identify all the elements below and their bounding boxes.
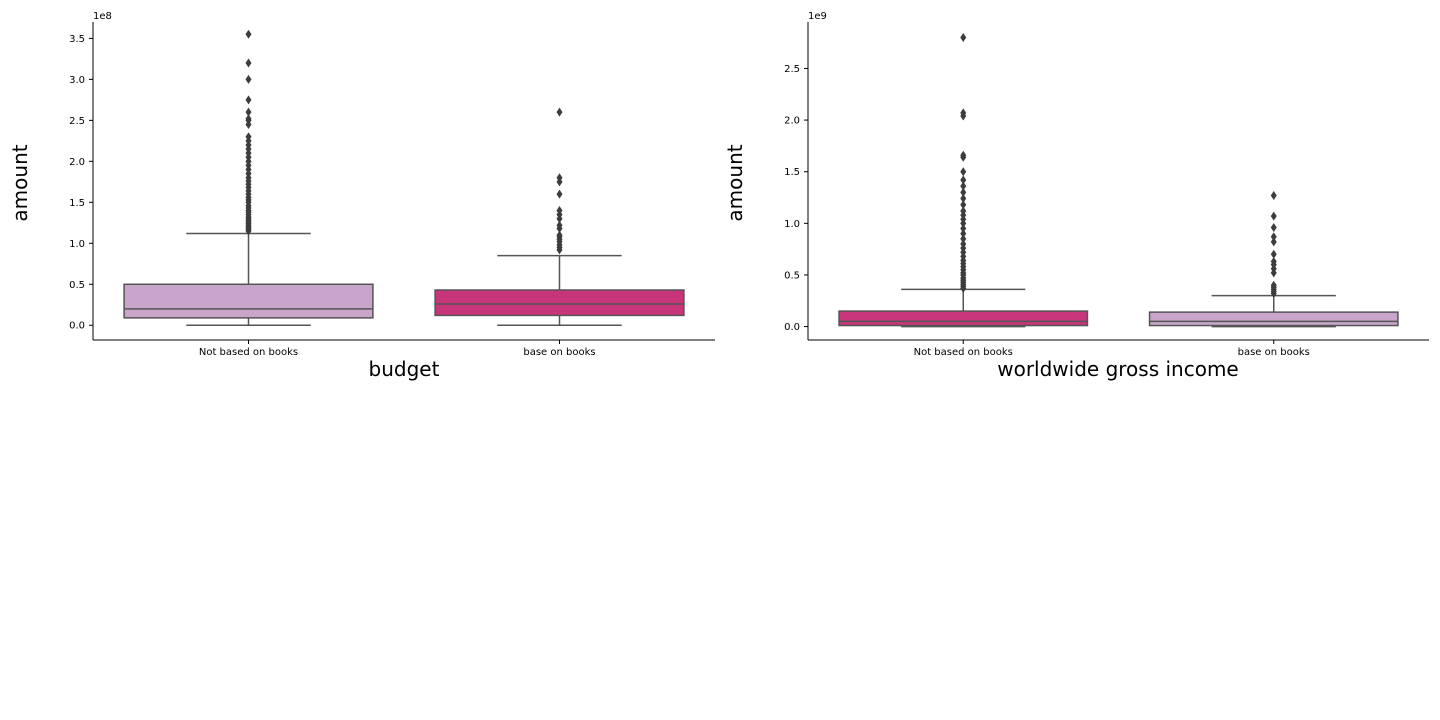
outlier-point (960, 239, 967, 249)
outlier-point (960, 108, 967, 118)
outlier-point (1270, 280, 1277, 290)
outlier-point (1270, 237, 1277, 247)
box-group (434, 107, 685, 326)
box (1148, 311, 1399, 327)
outlier-point (245, 74, 252, 84)
box-group (838, 32, 1089, 328)
outlier-point (245, 58, 252, 68)
y-tick-label: 1.0 (69, 239, 85, 250)
x-tick-label: base on books (1238, 347, 1310, 358)
y-axis-label: amount (723, 144, 747, 221)
y-tick-label: 3.5 (69, 34, 85, 45)
outlier-point (1270, 257, 1277, 267)
budget-boxplot-panel: 1e8 amount budget 0.0 0.5 1.0 1.5 2.0 2.5 3.0 3… (8, 11, 715, 381)
outlier-point (960, 32, 967, 42)
plot-area: 0.0 0.5 1.0 1.5 2.0 2.5 Not based on books base… (784, 22, 1429, 358)
outlier-point (245, 132, 252, 142)
outlier-point (1270, 249, 1277, 259)
y-tick-label: 0.0 (784, 322, 800, 333)
y-tick-label: 0.5 (784, 270, 800, 281)
y-offset-label: 1e9 (808, 11, 827, 22)
outlier-point (960, 181, 967, 191)
x-tick-label: Not based on books (914, 347, 1013, 358)
y-tick-label: 2.0 (784, 116, 800, 127)
outlier-point (960, 234, 967, 244)
box (434, 289, 685, 317)
box-group (1148, 190, 1399, 328)
outlier-point (1270, 232, 1277, 242)
x-tick-label: Not based on books (199, 347, 298, 358)
outlier-point (960, 206, 967, 216)
outlier-point (245, 114, 252, 124)
outlier-point (245, 107, 252, 117)
outlier-point (960, 194, 967, 204)
worldwide-gross-income-boxplot-panel: 1e9 amount worldwide gross income 0.0 0.5… (723, 11, 1429, 381)
x-axis-label: budget (369, 357, 440, 381)
y-tick-label: 3.0 (69, 75, 85, 86)
outlier-point (556, 173, 563, 183)
box-group (123, 29, 374, 326)
y-tick-label: 2.5 (784, 64, 800, 75)
plot-area: 0.0 0.5 1.0 1.5 2.0 2.5 3.0 3.5 Not based on boo… (69, 22, 715, 358)
outlier-point (556, 189, 563, 199)
y-tick-label: 2.5 (69, 116, 85, 127)
outlier-point (1270, 222, 1277, 232)
outlier-point (556, 220, 563, 230)
y-tick-label: 1.0 (784, 219, 800, 230)
outlier-point (245, 95, 252, 105)
outlier-point (556, 206, 563, 216)
x-axis-label: worldwide gross income (997, 357, 1239, 381)
outlier-point (960, 167, 967, 177)
outlier-point (556, 230, 563, 240)
y-tick-label: 0.0 (69, 321, 85, 332)
outlier-point (245, 29, 252, 39)
outlier-point (960, 200, 967, 210)
outlier-point (1270, 190, 1277, 200)
box (838, 310, 1089, 327)
y-tick-label: 1.5 (784, 167, 800, 178)
x-tick-label: base on books (523, 347, 595, 358)
outlier-point (960, 223, 967, 233)
y-tick-label: 2.0 (69, 157, 85, 168)
y-offset-label: 1e8 (93, 11, 112, 22)
y-axis-label: amount (8, 144, 32, 221)
box (123, 283, 374, 319)
outlier-point (960, 187, 967, 197)
outlier-point (960, 150, 967, 160)
y-tick-label: 0.5 (69, 280, 85, 291)
outlier-point (556, 107, 563, 117)
y-tick-label: 1.5 (69, 198, 85, 209)
outlier-point (960, 175, 967, 185)
outlier-point (960, 229, 967, 239)
outlier-point (1270, 211, 1277, 221)
